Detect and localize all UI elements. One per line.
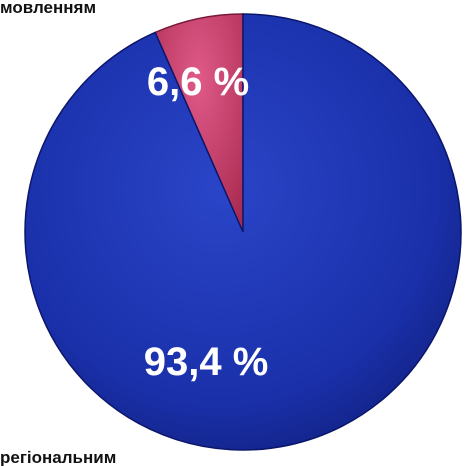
bottom-caption: регіональним: [0, 448, 117, 466]
pie-label-large: 93,4 %: [144, 340, 269, 384]
pie-label-small: 6,6 %: [147, 60, 249, 104]
top-caption: мовленням: [0, 0, 97, 17]
pie-slice-large: [24, 13, 462, 451]
